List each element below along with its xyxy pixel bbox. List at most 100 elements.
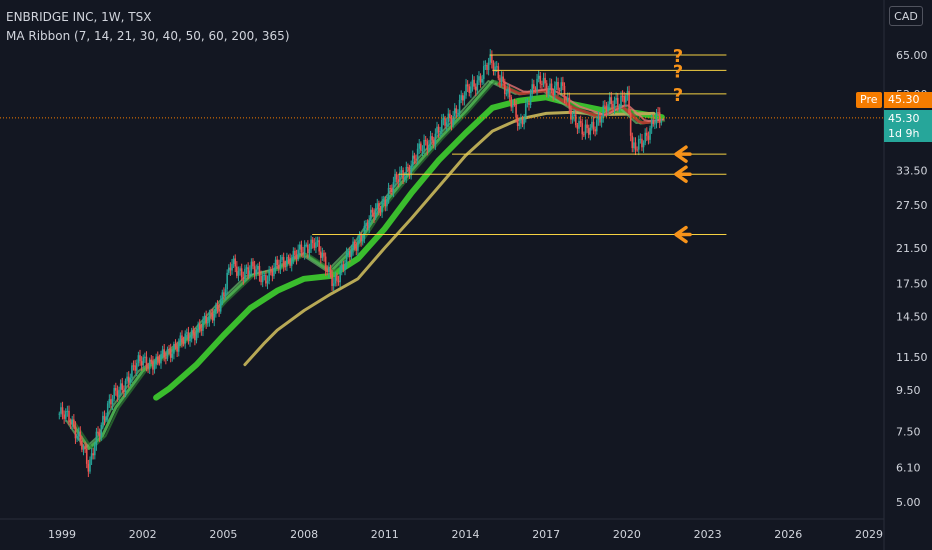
candle-body	[231, 263, 233, 271]
candle-body	[439, 131, 442, 133]
time-tick-label: 2005	[209, 528, 237, 541]
candle-body	[252, 261, 254, 267]
candle-body	[239, 268, 241, 272]
candle-body	[240, 268, 243, 278]
candle-body	[629, 112, 632, 136]
candle-body	[169, 349, 172, 358]
candle-body	[465, 84, 467, 96]
candle-body	[174, 343, 177, 348]
candle-body	[626, 91, 629, 96]
candle-body	[436, 126, 438, 134]
candle-body	[434, 133, 437, 145]
candle-body	[160, 354, 162, 364]
candle-body	[613, 100, 616, 109]
candle-body	[300, 244, 303, 253]
candle-body	[420, 143, 422, 151]
candle-body	[182, 341, 185, 344]
candle-body	[650, 119, 653, 129]
candle-body	[229, 267, 232, 271]
currency-button[interactable]: CAD	[889, 6, 923, 26]
candle-body	[482, 66, 485, 79]
candle-body	[216, 304, 219, 309]
candle-body	[581, 123, 584, 135]
candle-body	[505, 93, 508, 95]
candle-body	[247, 267, 249, 275]
candle-body	[263, 275, 266, 277]
candle-body	[399, 172, 401, 182]
candle-body	[447, 113, 450, 123]
ma-ribbon-red-strand-0	[497, 82, 660, 125]
time-tick-label: 2026	[774, 528, 802, 541]
candle-body	[60, 407, 62, 414]
candle-body	[621, 95, 624, 97]
candle-body	[332, 283, 335, 286]
candle-body	[156, 356, 159, 360]
candle-body	[210, 312, 212, 314]
time-tick-label: 2002	[129, 528, 157, 541]
price-tick-label: 6.10	[896, 461, 921, 474]
candle-body	[657, 112, 659, 114]
candle-body	[135, 363, 138, 371]
candle-body	[66, 410, 69, 412]
candle-body	[518, 123, 521, 127]
candle-body	[441, 119, 443, 132]
price-tick-label: 7.50	[896, 425, 921, 438]
candle-body	[408, 168, 411, 175]
candle-body	[131, 365, 133, 378]
candle-body	[549, 83, 551, 90]
candle-body	[295, 255, 298, 260]
candle-body	[605, 105, 608, 112]
candle-body	[221, 292, 224, 300]
time-tick-label: 2023	[694, 528, 722, 541]
candle-body	[595, 120, 598, 132]
candle-body	[287, 257, 290, 259]
candle-body	[269, 269, 272, 271]
candle-body	[474, 86, 477, 91]
candle-body	[445, 122, 448, 126]
candle-body	[294, 250, 296, 256]
candle-body	[77, 431, 80, 437]
candle-body	[234, 258, 237, 267]
candle-body	[660, 121, 663, 123]
candle-body	[599, 116, 601, 123]
candle-body	[410, 165, 412, 175]
indicator-label[interactable]: MA Ribbon (7, 14, 21, 30, 40, 50, 60, 20…	[6, 29, 290, 43]
candle-body	[257, 265, 259, 270]
candle-body	[620, 95, 622, 107]
candle-body	[255, 269, 258, 275]
candle-body	[394, 173, 396, 183]
candle-body	[69, 421, 72, 425]
candle-body	[521, 119, 524, 125]
candle-body	[158, 359, 161, 364]
candle-body	[531, 84, 534, 94]
candle-body	[618, 106, 621, 108]
candle-body	[473, 79, 475, 87]
candle-body	[424, 139, 427, 142]
candle-body	[260, 275, 262, 283]
candle-body	[329, 266, 332, 275]
candle-body	[655, 112, 658, 124]
candle-body	[89, 459, 91, 472]
candle-body	[202, 319, 204, 331]
candle-body	[390, 188, 393, 193]
candle-body	[376, 203, 379, 209]
candle-body	[144, 356, 146, 358]
candle-body	[63, 414, 65, 419]
time-axis[interactable]: 1999 2002 2005 2008 2011 2014 2017 2020 2023 2026…	[48, 528, 883, 541]
candle-body	[253, 266, 256, 275]
candle-body	[484, 64, 487, 67]
candle-body	[579, 121, 582, 124]
time-tick-label: 1999	[48, 528, 76, 541]
candle-body	[303, 244, 306, 255]
candle-body	[560, 82, 563, 91]
candle-body	[195, 332, 198, 341]
candle-body	[386, 200, 388, 207]
candle-body	[423, 139, 425, 150]
candle-body	[189, 339, 191, 342]
candle-body	[545, 83, 548, 94]
candle-body	[520, 119, 522, 124]
candle-body	[297, 249, 299, 260]
chart-title: ENBRIDGE INC, 1W, TSX	[6, 10, 152, 24]
candle-body	[357, 240, 359, 251]
